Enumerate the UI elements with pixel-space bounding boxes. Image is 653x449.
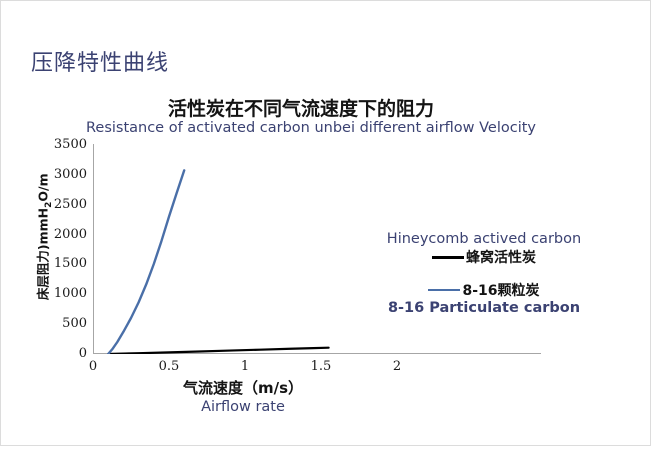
series-line-particulate (106, 169, 186, 354)
y-axis-title-pre: 床层阻力)mmH (35, 207, 51, 301)
plot-area (93, 144, 541, 354)
legend-swatch-particulate-icon (428, 289, 461, 291)
chart-legend: Hineycomb actived carbon 蜂窝活性炭 8-16颗粒炭 8… (369, 231, 599, 316)
y-axis-title-post: O/m (35, 173, 51, 202)
legend-honeycomb-chinese: 蜂窝活性炭 (466, 250, 536, 266)
x-axis-title-english: Airflow rate (201, 399, 285, 415)
legend-honeycomb-english: Hineycomb actived carbon (386, 231, 582, 247)
x-axis-title-chinese: 气流速度（m/s） (182, 379, 304, 397)
slide-title: 压降特性曲线 (31, 51, 170, 76)
chart-title-chinese: 活性炭在不同气流速度下的阻力 (167, 98, 434, 120)
y-axis-title: 床层阻力)mmH2O/m (32, 167, 54, 307)
x-tick-2: 2 (392, 359, 402, 374)
x-tick-0.5: 0.5 (158, 359, 180, 374)
chart-title-english: Resistance of activated carbon unbei dif… (85, 120, 537, 136)
x-tick-1: 1 (240, 359, 250, 374)
y-tick-0: 0 (78, 346, 87, 361)
series-line-honeycomb (107, 346, 330, 354)
y-axis-line (93, 144, 94, 354)
legend-swatch-honeycomb-icon (432, 255, 464, 259)
y-tick-2500: 2500 (53, 197, 87, 212)
x-tick-1.5: 1.5 (310, 359, 332, 374)
y-tick-2000: 2000 (53, 227, 87, 242)
legend-item-particulate: 8-16颗粒炭 (369, 280, 599, 300)
y-tick-1000: 1000 (53, 286, 87, 301)
series-lines (106, 169, 330, 354)
legend-spacer (369, 267, 599, 280)
y-axis-title-sub: 2 (43, 201, 54, 208)
y-tick-500: 500 (62, 316, 87, 331)
legend-item-honeycomb: 蜂窝活性炭 (369, 247, 599, 267)
y-tick-3500: 3500 (53, 137, 87, 152)
y-axis-tick-labels: 3500 3000 2500 2000 1500 1000 500 0 (21, 1, 87, 449)
y-tick-3000: 3000 (53, 167, 87, 182)
x-tick-0: 0 (88, 359, 98, 374)
x-axis-line (93, 353, 541, 354)
y-tick-1500: 1500 (53, 256, 87, 271)
legend-particulate-chinese: 8-16颗粒炭 (462, 283, 540, 299)
legend-particulate-english: 8-16 Particulate carbon (387, 300, 581, 316)
